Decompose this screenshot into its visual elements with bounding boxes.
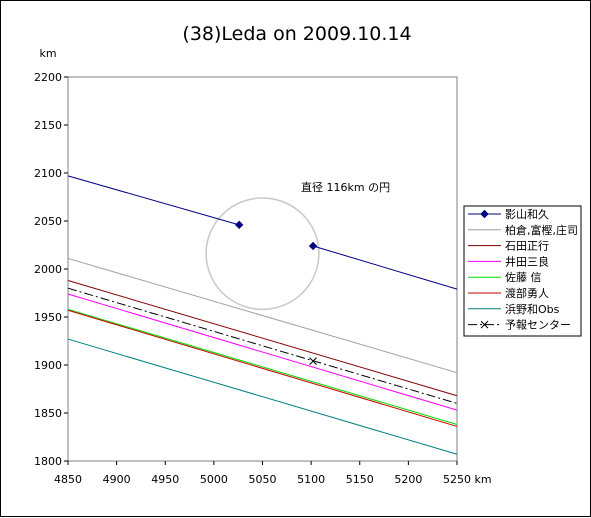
series-line bbox=[67, 257, 458, 374]
series-point bbox=[234, 220, 244, 230]
y-axis-unit-label: km bbox=[39, 47, 56, 60]
x-tick-label: 4850 bbox=[54, 473, 82, 486]
plot-area bbox=[67, 76, 458, 462]
legend-label: 井田三良 bbox=[505, 254, 549, 268]
y-tick-label: 1950 bbox=[34, 311, 62, 324]
series-point bbox=[308, 241, 318, 251]
x-tick-label: 4950 bbox=[151, 473, 179, 486]
x-axis-ticks: 4850 4900 4950 5000 5050 5100 5150 5200 5250 bbox=[54, 461, 471, 486]
legend-label: 柏倉,富樫,庄司 bbox=[505, 223, 578, 237]
chart-title: (38)Leda on 2009.10.14 bbox=[182, 23, 411, 45]
circle-annotation: 直径 116km の円 bbox=[301, 180, 390, 194]
x-tick-label: 5150 bbox=[346, 473, 374, 486]
series-line bbox=[312, 245, 458, 290]
series-layer bbox=[67, 175, 458, 455]
series-line bbox=[67, 338, 458, 455]
series-5 bbox=[67, 308, 458, 425]
x-tick-label: 5000 bbox=[200, 473, 228, 486]
series-line bbox=[67, 309, 458, 427]
legend-label: 影山和久 bbox=[505, 208, 549, 221]
legend-label: 予報センター bbox=[505, 319, 571, 332]
y-tick-label: 2000 bbox=[34, 263, 62, 276]
series-4 bbox=[67, 293, 458, 411]
x-tick-label: 5250 bbox=[443, 473, 471, 486]
diameter-circle bbox=[205, 197, 320, 311]
x-tick-label: 5100 bbox=[297, 473, 325, 486]
series-7 bbox=[67, 338, 458, 455]
y-tick-label: 1800 bbox=[34, 455, 62, 468]
legend-label: 石田正行 bbox=[505, 240, 549, 253]
y-tick-label: 1900 bbox=[34, 359, 62, 372]
legend-label: 佐藤 信 bbox=[505, 270, 542, 284]
x-axis-unit-label: km bbox=[474, 473, 491, 486]
y-tick-label: 2050 bbox=[34, 215, 62, 228]
legend-label: 渡部勇人 bbox=[505, 286, 549, 300]
series-line bbox=[67, 308, 458, 425]
legend-label: 浜野和Obs bbox=[505, 303, 560, 316]
series-line bbox=[67, 293, 458, 411]
legend-marker bbox=[480, 320, 489, 329]
series-3 bbox=[67, 280, 458, 397]
y-tick-label: 2150 bbox=[34, 119, 62, 132]
y-axis-ticks: 1800 1850 1900 1950 2000 2050 2100 2150 2200 bbox=[34, 71, 68, 468]
x-tick-label: 4900 bbox=[103, 473, 131, 486]
y-tick-label: 2100 bbox=[34, 167, 62, 180]
series-6 bbox=[67, 309, 458, 427]
series-8 bbox=[67, 287, 458, 404]
series-line bbox=[67, 175, 240, 226]
series-point bbox=[309, 357, 317, 366]
x-tick-label: 5200 bbox=[394, 473, 422, 486]
circle-layer bbox=[205, 197, 320, 311]
legend-marker bbox=[480, 209, 489, 219]
series-2 bbox=[67, 257, 458, 374]
series-1 bbox=[67, 175, 458, 290]
series-line bbox=[67, 280, 458, 397]
x-tick-label: 5050 bbox=[249, 473, 277, 486]
y-tick-label: 2200 bbox=[34, 71, 62, 84]
y-tick-label: 1850 bbox=[34, 407, 62, 420]
legend-box bbox=[463, 205, 582, 337]
